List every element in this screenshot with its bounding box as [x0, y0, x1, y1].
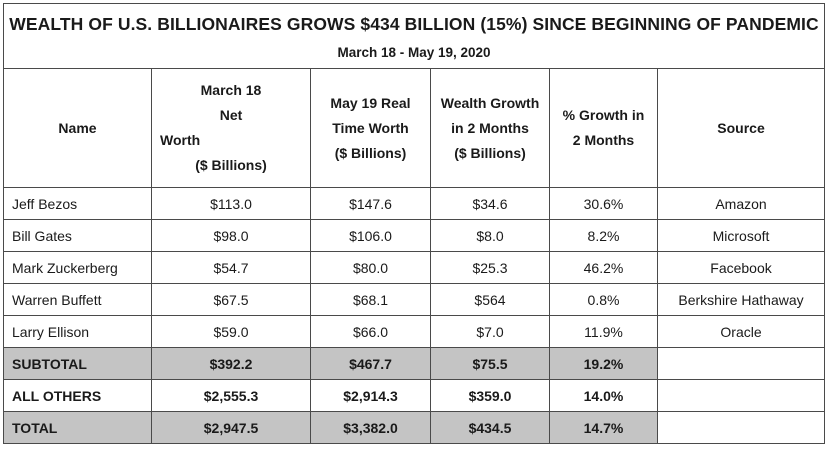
header-march-line2: Net [219, 107, 243, 123]
table-title: WEALTH OF U.S. BILLIONAIRES GROWS $434 B… [9, 14, 819, 34]
cell-may: $2,914.3 [310, 379, 431, 412]
cell-source [656, 379, 826, 412]
header-march-line1: March 18 [200, 82, 262, 98]
cell-source: Facebook [656, 251, 826, 284]
cell-pct: 19.2% [549, 347, 658, 380]
header-row: Name March 18 Net Worth ($ Billions) May… [3, 68, 826, 188]
cell-march: $392.2 [151, 347, 311, 380]
cell-growth: $434.5 [430, 411, 550, 444]
header-source: Source [656, 68, 826, 188]
table-row: Larry Ellison $59.0 $66.0 $7.0 11.9% Ora… [3, 315, 826, 348]
header-growth-line3: ($ Billions) [454, 144, 526, 161]
cell-march: $54.7 [151, 251, 311, 284]
cell-march: $113.0 [151, 187, 311, 220]
cell-source: Microsoft [656, 219, 826, 252]
cell-pct: 8.2% [549, 219, 658, 252]
cell-name: SUBTOTAL [3, 347, 152, 380]
total-row: TOTAL $2,947.5 $3,382.0 $434.5 14.7% [3, 411, 826, 444]
cell-may: $467.7 [310, 347, 431, 380]
table-row: Jeff Bezos $113.0 $147.6 $34.6 30.6% Ama… [3, 187, 826, 220]
cell-march: $67.5 [151, 283, 311, 316]
cell-source: Berkshire Hathaway [656, 283, 826, 316]
table-row: Warren Buffett $67.5 $68.1 $564 0.8% Ber… [3, 283, 826, 316]
cell-may: $80.0 [310, 251, 431, 284]
billionaires-table-wrapper: WEALTH OF U.S. BILLIONAIRES GROWS $434 B… [2, 3, 826, 444]
title-cell: WEALTH OF U.S. BILLIONAIRES GROWS $434 B… [2, 3, 826, 69]
cell-may: $106.0 [310, 219, 431, 252]
cell-growth: $75.5 [430, 347, 550, 380]
cell-growth: $359.0 [430, 379, 550, 412]
cell-march: $98.0 [151, 219, 311, 252]
cell-pct: 0.8% [549, 283, 658, 316]
cell-march: $2,947.5 [151, 411, 311, 444]
table-subtitle: March 18 - May 19, 2020 [337, 45, 491, 60]
cell-may: $66.0 [310, 315, 431, 348]
table-row: Mark Zuckerberg $54.7 $80.0 $25.3 46.2% … [3, 251, 826, 284]
header-growth-line2: in 2 Months [451, 119, 529, 136]
cell-source: Amazon [656, 187, 826, 220]
cell-name: ALL OTHERS [3, 379, 152, 412]
cell-march: $2,555.3 [151, 379, 311, 412]
table-row: Bill Gates $98.0 $106.0 $8.0 8.2% Micros… [3, 219, 826, 252]
cell-may: $3,382.0 [310, 411, 431, 444]
cell-pct: 14.0% [549, 379, 658, 412]
cell-pct: 46.2% [549, 251, 658, 284]
cell-name: Larry Ellison [3, 315, 152, 348]
cell-name: Bill Gates [3, 219, 152, 252]
billionaires-table: WEALTH OF U.S. BILLIONAIRES GROWS $434 B… [2, 3, 826, 444]
subtotal-row: SUBTOTAL $392.2 $467.7 $75.5 19.2% [3, 347, 826, 380]
header-pct-line2: 2 Months [572, 132, 635, 148]
cell-march: $59.0 [151, 315, 311, 348]
header-march-line4: ($ Billions) [195, 157, 267, 173]
header-wealth-growth: Wealth Growth in 2 Months ($ Billions) [430, 68, 550, 188]
cell-name: TOTAL [3, 411, 152, 444]
cell-source: Oracle [656, 315, 826, 348]
cell-may: $68.1 [310, 283, 431, 316]
cell-pct: 30.6% [549, 187, 658, 220]
header-pct-line1: % Growth in [562, 107, 645, 123]
header-may-line3: ($ Billions) [334, 144, 407, 161]
cell-name: Warren Buffett [3, 283, 152, 316]
header-march-line3: Worth [160, 132, 201, 148]
cell-source [656, 347, 826, 380]
cell-pct: 11.9% [549, 315, 658, 348]
cell-name: Mark Zuckerberg [3, 251, 152, 284]
cell-growth: $25.3 [430, 251, 550, 284]
header-may-line1: May 19 Real [330, 94, 411, 111]
all-others-row: ALL OTHERS $2,555.3 $2,914.3 $359.0 14.0… [3, 379, 826, 412]
header-may-worth: May 19 Real Time Worth ($ Billions) [310, 68, 431, 188]
cell-growth: $7.0 [430, 315, 550, 348]
cell-growth: $8.0 [430, 219, 550, 252]
header-may-line2: Time Worth [332, 119, 409, 136]
header-name: Name [3, 68, 152, 188]
header-pct-growth: % Growth in 2 Months [549, 68, 658, 188]
cell-name: Jeff Bezos [3, 187, 152, 220]
header-growth-line1: Wealth Growth [440, 94, 540, 111]
header-march-net-worth: March 18 Net Worth ($ Billions) [151, 68, 311, 188]
cell-growth: $34.6 [430, 187, 550, 220]
cell-source [656, 411, 826, 444]
cell-growth: $564 [430, 283, 550, 316]
cell-may: $147.6 [310, 187, 431, 220]
cell-pct: 14.7% [549, 411, 658, 444]
